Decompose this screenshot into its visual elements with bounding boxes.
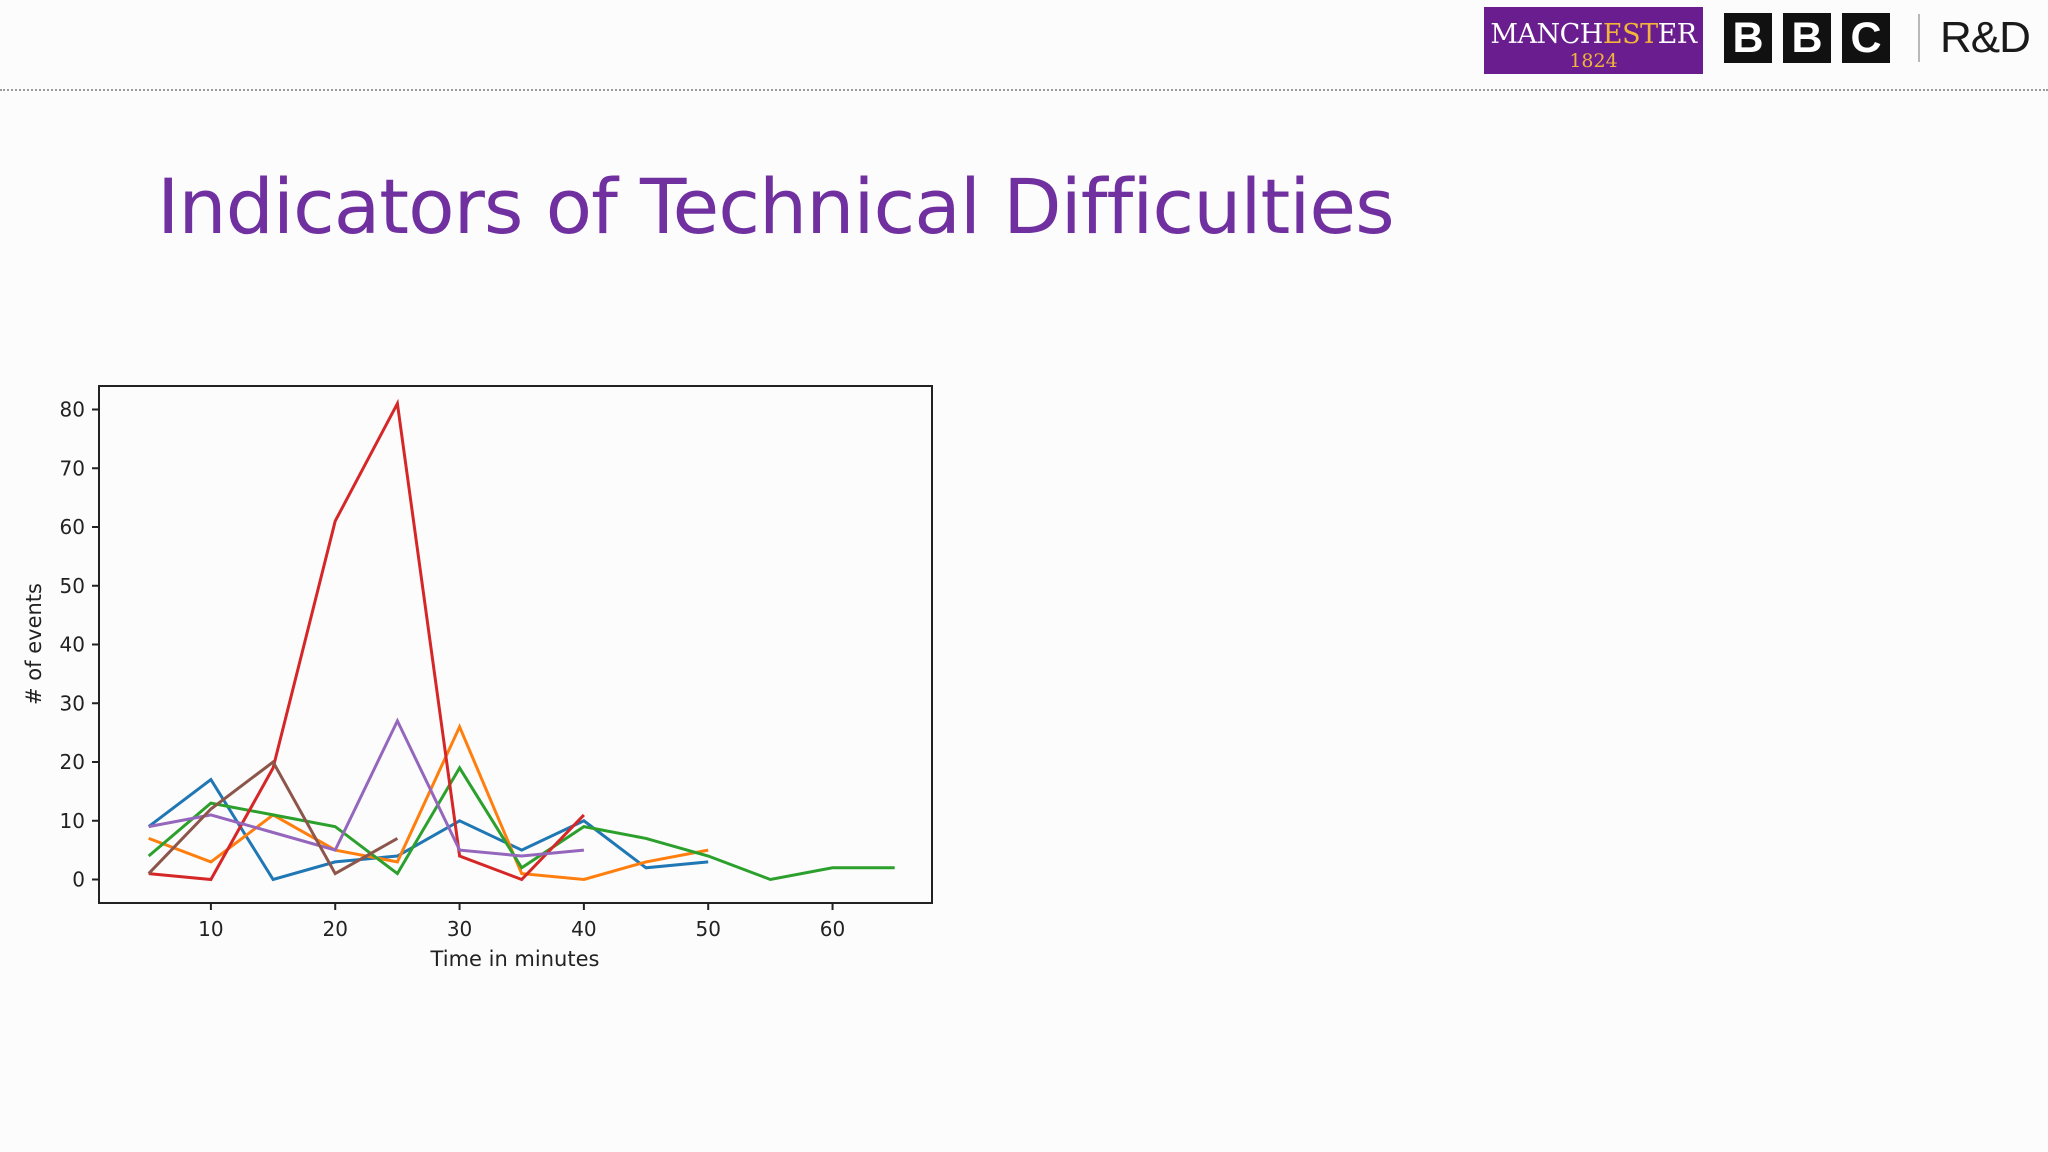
x-tick-label: 50 — [695, 917, 720, 941]
slide-title: Indicators of Technical Difficulties — [157, 162, 1395, 251]
bbc-logo-block: B — [1783, 13, 1831, 63]
bbc-logo: B B C — [1724, 13, 1901, 63]
header-divider — [0, 89, 2048, 91]
y-axis-label: # of events — [22, 583, 46, 705]
y-tick-label: 60 — [60, 515, 85, 539]
x-tick-label: 40 — [571, 917, 596, 941]
x-tick-label: 60 — [820, 917, 845, 941]
x-tick-label: 10 — [198, 917, 223, 941]
y-tick-label: 40 — [60, 633, 85, 657]
plot-area-frame — [98, 385, 933, 904]
series-line-1 — [147, 777, 709, 882]
series-line-6 — [147, 759, 399, 876]
y-tick-label: 0 — [72, 868, 85, 892]
chart-series-group — [147, 398, 895, 882]
y-tick-label: 50 — [60, 574, 85, 598]
logo-divider — [1918, 14, 1920, 62]
y-tick-label: 10 — [60, 809, 85, 833]
series-line-4 — [148, 398, 585, 882]
y-tick-label: 80 — [60, 398, 85, 422]
series-line-3 — [147, 765, 895, 882]
university-of-manchester-logo: MANCHESTER 1824 — [1484, 7, 1703, 74]
x-tick-label: 30 — [447, 917, 472, 941]
y-tick-label: 20 — [60, 750, 85, 774]
rd-logo: R&D — [1940, 13, 2031, 62]
bbc-logo-block: B — [1724, 13, 1772, 63]
x-axis-label: Time in minutes — [430, 947, 600, 971]
y-tick-label: 30 — [60, 691, 85, 715]
y-tick-label: 70 — [60, 456, 85, 480]
chart-ticks-group: 10 20 30 40 50 60 0 10 20 30 40 50 60 70 80 — [60, 398, 846, 942]
x-tick-label: 20 — [322, 917, 347, 941]
bbc-logo-block: C — [1842, 13, 1890, 63]
series-line-2 — [148, 723, 709, 882]
series-line-5 — [148, 717, 585, 858]
